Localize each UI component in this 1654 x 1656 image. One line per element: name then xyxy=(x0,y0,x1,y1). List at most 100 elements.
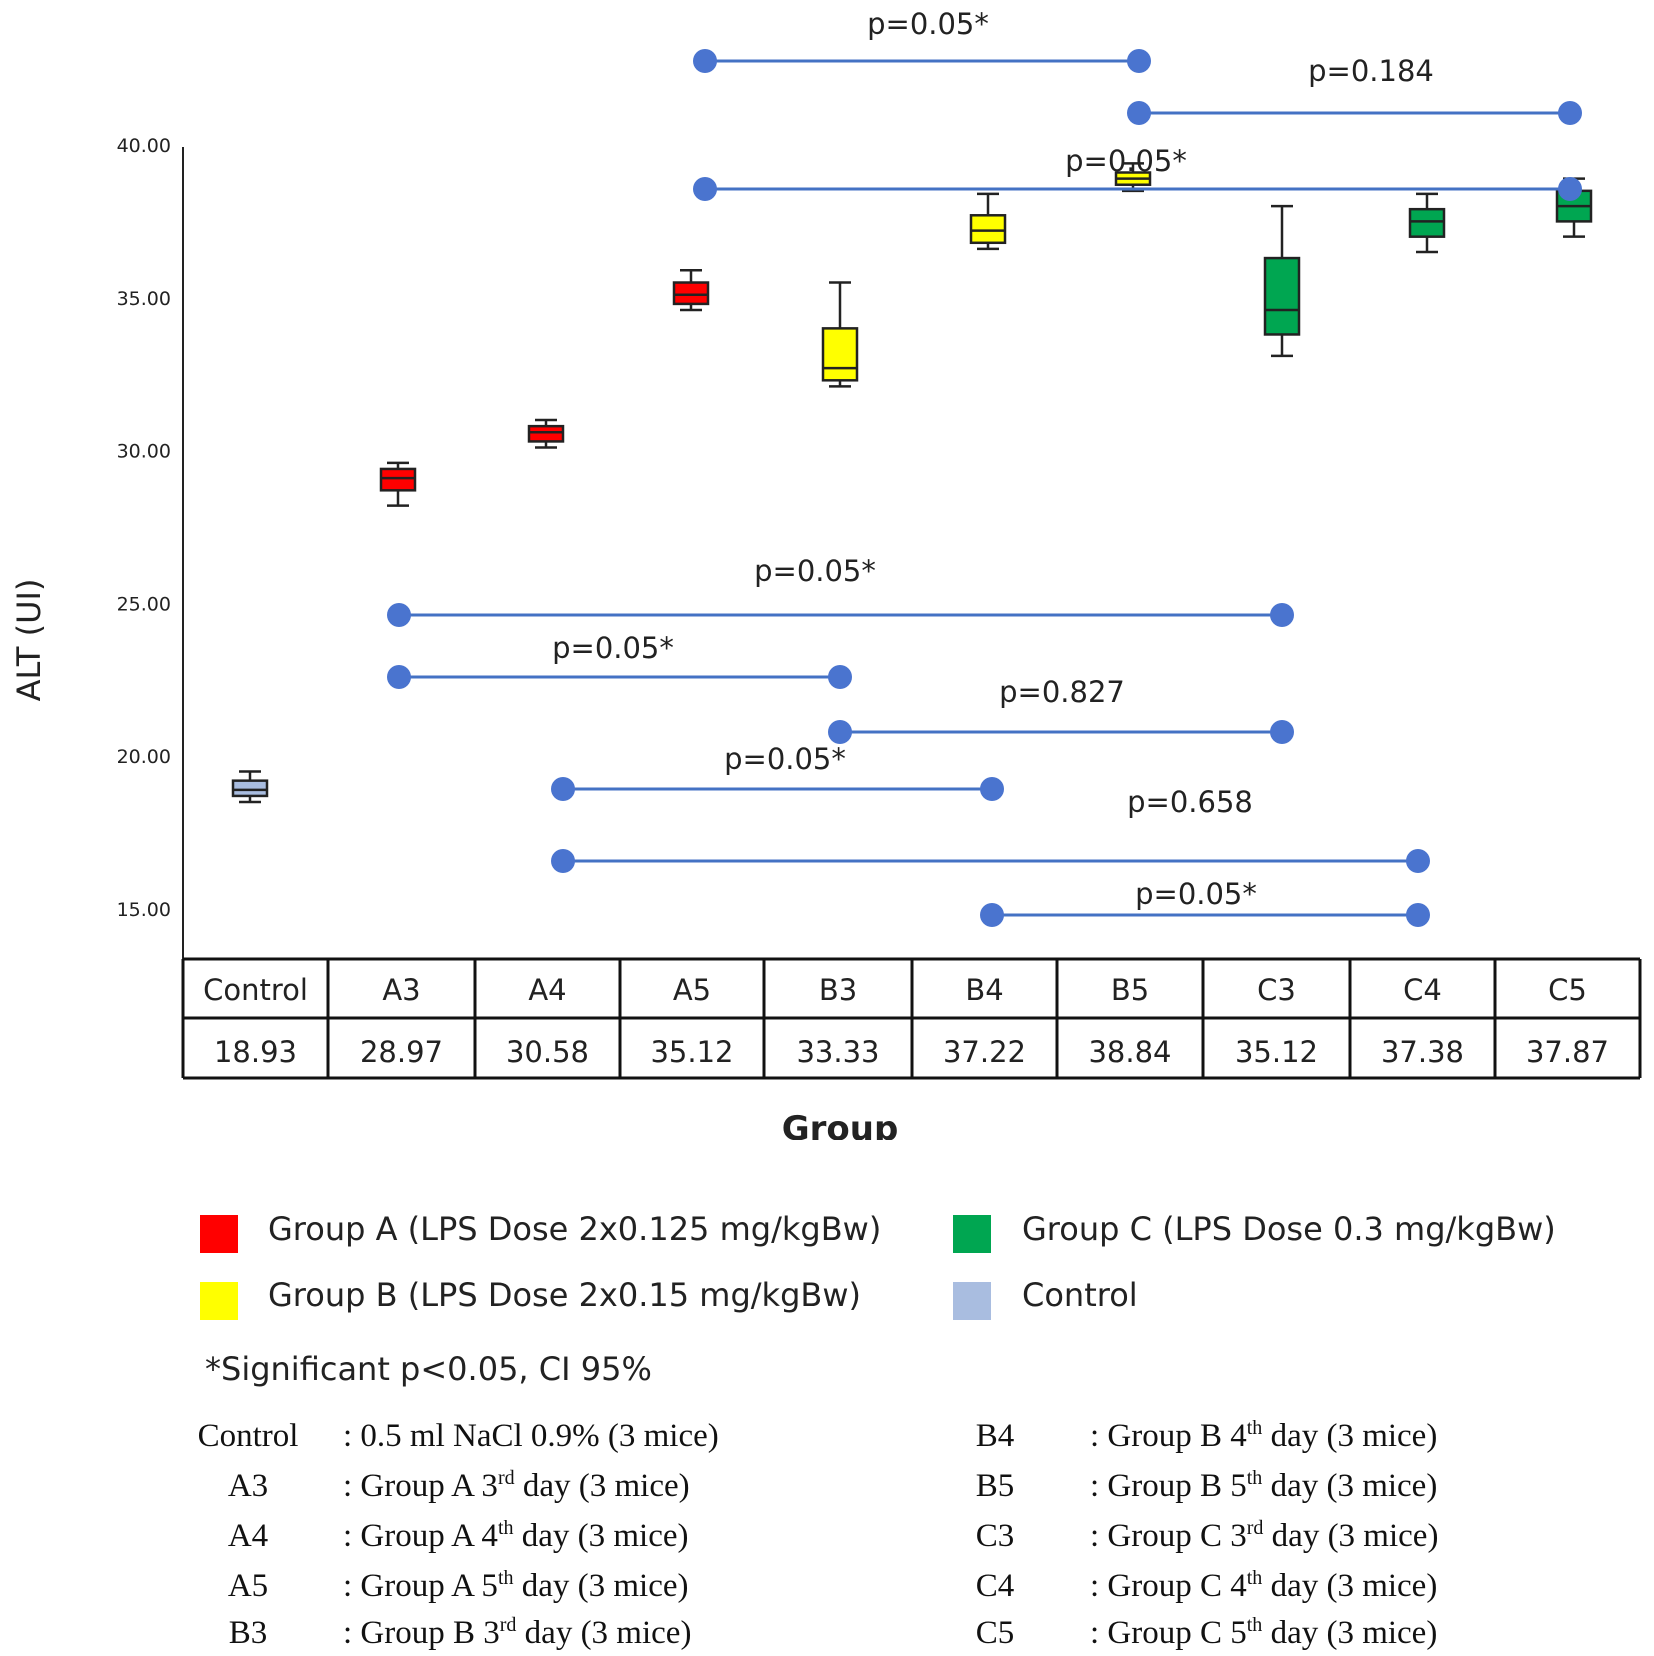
table-header-cell: A4 xyxy=(528,973,566,1007)
definition-code: B5 xyxy=(975,1468,1015,1504)
table-header-cell: C5 xyxy=(1548,973,1587,1007)
definition-text: : Group B 4th day (3 mice) xyxy=(1090,1417,1438,1454)
comparison-a3-c3: p=0.05* xyxy=(387,554,1294,627)
legend-swatch-group-c xyxy=(953,1215,991,1253)
comparison-a4-c4: p=0.658 xyxy=(551,785,1430,873)
box-c3 xyxy=(1263,204,1301,358)
summary-table: Control A3 A4 A5 B3 B4 B5 C3 C4 C5 18.93 28.97 30.58… xyxy=(181,957,1642,1080)
box-c4 xyxy=(1408,192,1446,254)
table-header-cell: B4 xyxy=(965,973,1003,1007)
definition-text: : Group A 4th day (3 mice) xyxy=(343,1517,689,1554)
definition-code: C3 xyxy=(975,1518,1015,1554)
significance-note: *Significant p<0.05, CI 95% xyxy=(205,1350,652,1388)
comparison-marker-end xyxy=(1406,849,1430,873)
p-value-label: p=0.05* xyxy=(867,7,989,41)
box-body xyxy=(969,214,1007,245)
comparison-marker-end xyxy=(1127,49,1151,73)
box-a5 xyxy=(672,269,710,312)
definition-code: A5 xyxy=(227,1568,269,1604)
comparison-a5-c5: p=0.05* xyxy=(693,144,1582,201)
legend-label-group-c: Group C (LPS Dose 0.3 mg/kgBw) xyxy=(1022,1210,1556,1248)
comparison-marker-end xyxy=(1558,177,1582,201)
box-plots xyxy=(231,162,1593,804)
comparison-b3-c3: p=0.827 xyxy=(828,675,1294,744)
legend: Group A (LPS Dose 2x0.125 mg/kgBw) Group… xyxy=(200,1210,1556,1320)
box-body xyxy=(821,327,859,382)
legend-swatch-group-b xyxy=(200,1282,238,1320)
table-header-cell: A3 xyxy=(382,973,420,1007)
table-value-cell: 35.12 xyxy=(650,1035,733,1069)
box-body xyxy=(1408,207,1446,238)
definition-text: : Group B 5th day (3 mice) xyxy=(1090,1467,1438,1504)
y-tick-label: 15.00 xyxy=(117,899,171,921)
box-a3 xyxy=(379,461,417,507)
comparison-marker-start xyxy=(387,665,411,689)
legend-label-group-b: Group B (LPS Dose 2x0.15 mg/kgBw) xyxy=(268,1276,861,1314)
table-value-cell: 18.93 xyxy=(214,1035,297,1069)
box-b3 xyxy=(821,281,859,388)
comparison-b5-c5: p=0.184 xyxy=(1127,54,1582,125)
p-value-label: p=0.05* xyxy=(754,554,876,588)
box-body xyxy=(231,779,269,798)
box-b5 xyxy=(1114,162,1152,193)
box-control xyxy=(231,770,269,804)
table-header-cell: A5 xyxy=(673,973,711,1007)
table-value-cell: 33.33 xyxy=(796,1035,879,1069)
y-tick-label: 25.00 xyxy=(117,593,171,615)
comparison-marker-start xyxy=(828,720,852,744)
definition-text: : Group C 3rd day (3 mice) xyxy=(1090,1517,1439,1554)
p-value-label: p=0.05* xyxy=(552,631,674,665)
comparison-marker-start xyxy=(551,777,575,801)
definition-code: C4 xyxy=(975,1568,1015,1604)
box-b4 xyxy=(969,192,1007,251)
comparison-marker-end xyxy=(1406,903,1430,927)
table-header-cell: Control xyxy=(203,973,308,1007)
legend-swatch-group-a xyxy=(200,1215,238,1253)
comparison-marker-end xyxy=(980,777,1004,801)
definition-text: : Group C 5th day (3 mice) xyxy=(1090,1614,1438,1651)
table-value-cell: 37.22 xyxy=(943,1035,1026,1069)
comparison-marker-start xyxy=(693,177,717,201)
legend-label-group-a: Group A (LPS Dose 2x0.125 mg/kgBw) xyxy=(268,1210,882,1248)
definition-text: : Group C 4th day (3 mice) xyxy=(1090,1567,1438,1604)
table-value-cell: 35.12 xyxy=(1235,1035,1318,1069)
table-header-cell: B3 xyxy=(819,973,857,1007)
y-axis-title: ALT (UI) xyxy=(10,579,48,702)
table-value-cell: 38.84 xyxy=(1088,1035,1171,1069)
definition-code: C5 xyxy=(975,1615,1015,1651)
definition-code: A4 xyxy=(227,1518,269,1554)
comparison-marker-start xyxy=(980,903,1004,927)
definition-text: : 0.5 ml NaCl 0.9% (3 mice) xyxy=(343,1418,719,1454)
p-value-label: p=0.05* xyxy=(724,742,846,776)
box-body xyxy=(672,281,710,306)
box-body xyxy=(1263,256,1301,336)
definition-text: : Group B 3rd day (3 mice) xyxy=(343,1614,692,1651)
axes: 15.00 20.00 25.00 30.00 35.00 40.00 ALT (UI) Gr… xyxy=(10,135,898,1140)
legend-label-control: Control xyxy=(1022,1276,1138,1314)
table-header-cell: B5 xyxy=(1111,973,1149,1007)
comparison-marker-end xyxy=(1558,101,1582,125)
y-tick-label: 20.00 xyxy=(117,746,171,768)
table-header-cell: C3 xyxy=(1257,973,1296,1007)
table-value-cell: 37.38 xyxy=(1381,1035,1464,1069)
box-body xyxy=(379,467,417,492)
p-value-label: p=0.184 xyxy=(1308,54,1434,88)
legend-swatch-control xyxy=(953,1282,991,1320)
comparison-a4-b4: p=0.05* xyxy=(551,742,1004,801)
comparison-marker-start xyxy=(693,49,717,73)
y-tick-label: 35.00 xyxy=(117,288,171,310)
comparison-marker-end xyxy=(1270,603,1294,627)
comparison-b4-c4: p=0.05* xyxy=(980,877,1430,927)
x-axis-title: Group xyxy=(782,1109,899,1140)
table-header-cell: C4 xyxy=(1403,973,1442,1007)
definition-text: : Group A 3rd day (3 mice) xyxy=(343,1467,690,1504)
comparison-a5-b5: p=0.05* xyxy=(693,7,1151,73)
definition-code: Control xyxy=(197,1418,299,1454)
comparison-marker-start xyxy=(387,603,411,627)
p-value-label: p=0.827 xyxy=(999,675,1125,709)
comparison-marker-start xyxy=(551,849,575,873)
comparison-marker-end xyxy=(828,665,852,689)
comparison-marker-end xyxy=(1270,720,1294,744)
comparison-marker-start xyxy=(1127,101,1151,125)
